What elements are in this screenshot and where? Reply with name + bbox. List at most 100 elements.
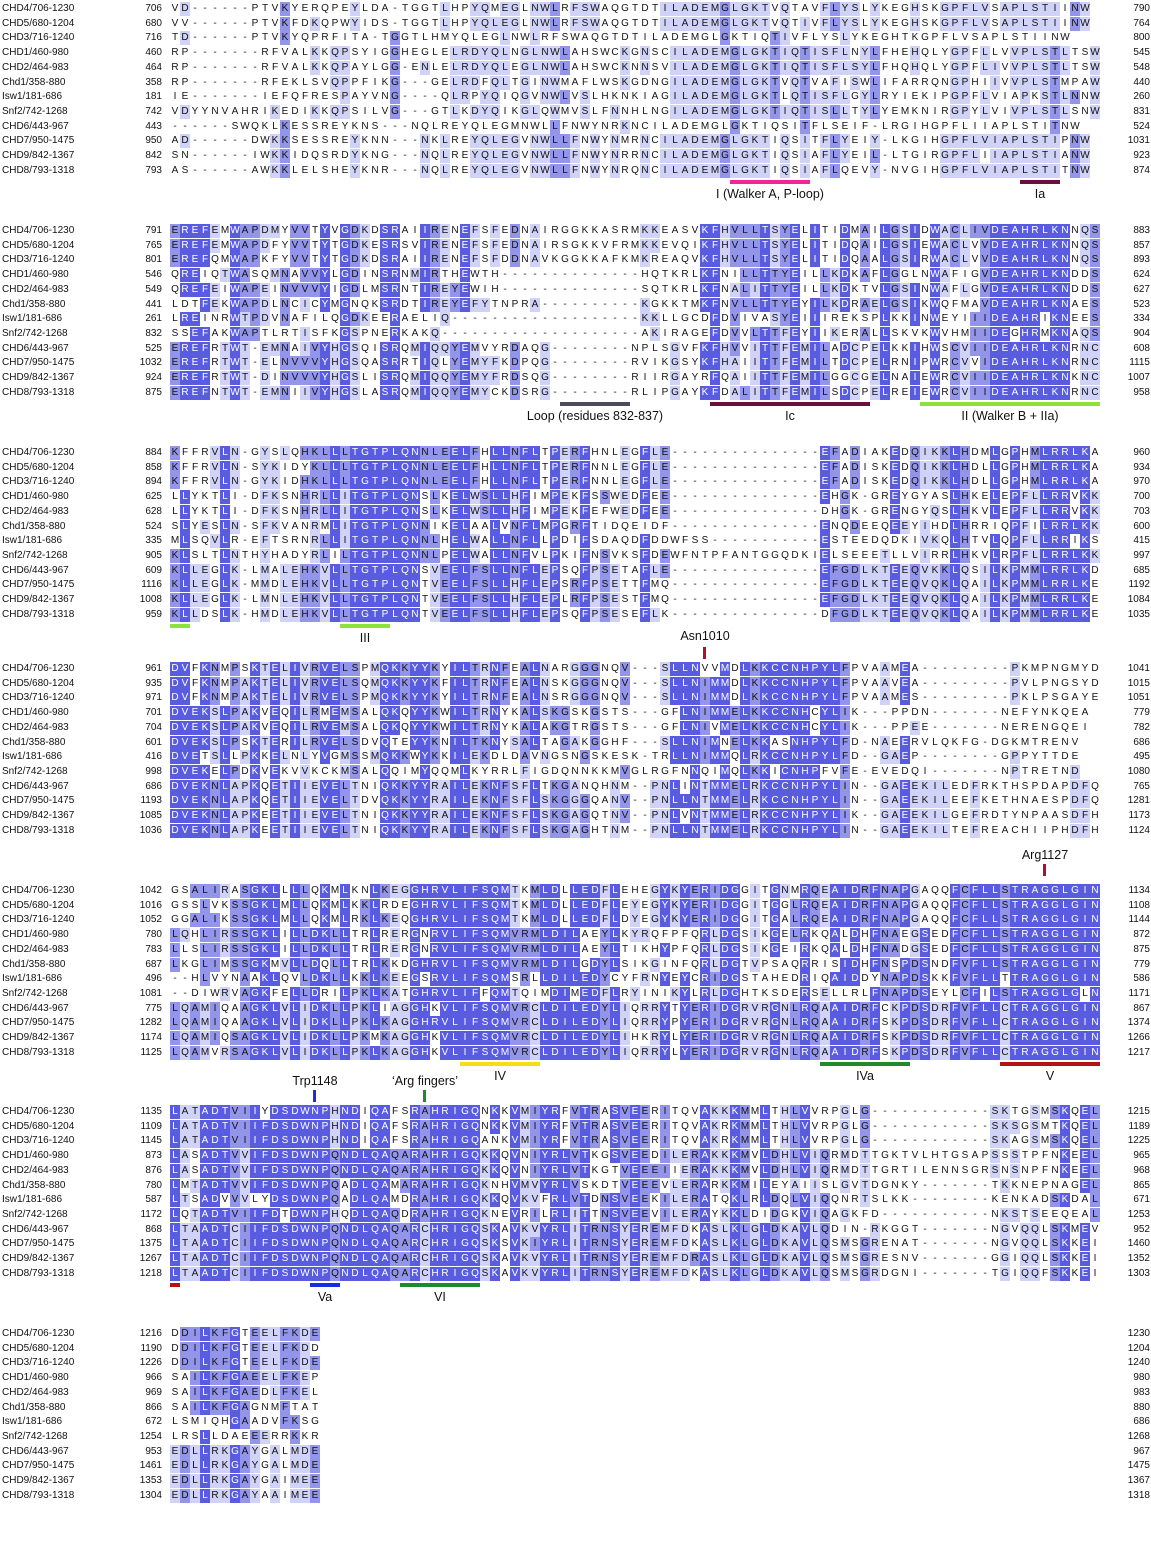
residue: K [1050, 239, 1060, 253]
residue: L [430, 461, 440, 475]
residue: G [340, 283, 350, 297]
residue: M [700, 120, 710, 134]
residue: H [1020, 446, 1030, 460]
residue: Y [320, 386, 330, 400]
residue: T [760, 268, 770, 282]
residue: N [540, 46, 550, 60]
residue: A [1010, 298, 1020, 312]
residue: P [1010, 2, 1020, 16]
residue: V [430, 608, 440, 622]
residue: E [820, 564, 830, 578]
residue: N [410, 120, 420, 134]
residue: I [900, 90, 910, 104]
residue: V [680, 342, 690, 356]
residue: F [470, 608, 480, 622]
residue: - [810, 475, 820, 489]
alignment-row: Chd1/358-880524SLYESLN-SFKVANRMLITGTPLQN… [0, 520, 1151, 534]
residue: A [530, 239, 540, 253]
residue: A [1010, 283, 1020, 297]
residue: H [300, 593, 310, 607]
residue: G [340, 356, 350, 370]
residue: D [700, 46, 710, 60]
residue: P [590, 593, 600, 607]
residue: S [170, 520, 180, 534]
end-position: 415 [1108, 534, 1150, 548]
residue: T [740, 31, 750, 45]
residue: L [740, 61, 750, 75]
residue: D [290, 475, 300, 489]
residue: L [390, 534, 400, 548]
residue: L [680, 61, 690, 75]
residue: L [220, 520, 230, 534]
residue: W [520, 31, 530, 45]
residue: T [880, 564, 890, 578]
residue: P [380, 475, 390, 489]
residue: P [550, 520, 560, 534]
residue: L [1040, 461, 1050, 475]
residue: D [620, 31, 630, 45]
residue: L [650, 608, 660, 622]
residue: L [830, 105, 840, 119]
residue: F [710, 371, 720, 385]
residue: D [510, 239, 520, 253]
residue: M [1020, 593, 1030, 607]
residue: - [720, 446, 730, 460]
residue: Q [360, 298, 370, 312]
residue: R [460, 46, 470, 60]
residue: - [690, 564, 700, 578]
residue: G [720, 149, 730, 163]
residue: - [240, 90, 250, 104]
residue: D [300, 149, 310, 163]
residue: Q [460, 31, 470, 45]
residue: W [470, 490, 480, 504]
residue: - [250, 46, 260, 60]
residue: G [620, 2, 630, 16]
residue: E [170, 371, 180, 385]
residue: P [960, 90, 970, 104]
residue: I [1030, 520, 1040, 534]
residue: V [290, 224, 300, 238]
residue: E [450, 120, 460, 134]
residue: V [300, 662, 310, 676]
residue: V [1010, 105, 1020, 119]
residue: S [480, 239, 490, 253]
residue: L [740, 105, 750, 119]
alignment-block: CHD4/706-1230791EREFEMWAPDMYVVTYVGDKDSRA… [0, 222, 1151, 442]
residue: - [530, 327, 540, 341]
residue: S [1030, 164, 1040, 178]
residue: K [260, 120, 270, 134]
residue: G [670, 386, 680, 400]
residue: Y [480, 371, 490, 385]
residue: F [190, 446, 200, 460]
residue: - [190, 90, 200, 104]
residue: M [1030, 608, 1040, 622]
residue: P [1010, 490, 1020, 504]
residue: S [380, 342, 390, 356]
residue: W [470, 268, 480, 282]
residue: T [350, 461, 360, 475]
residue: R [1030, 224, 1040, 238]
residue: S [660, 662, 670, 676]
residue: A [970, 578, 980, 592]
residue: F [260, 520, 270, 534]
residue: S [420, 564, 430, 578]
residue: Q [910, 564, 920, 578]
residue: I [300, 298, 310, 312]
residue: L [520, 2, 530, 16]
residue: T [1050, 120, 1060, 134]
residue: P [250, 298, 260, 312]
alignment-row: CHD7/950-14751032EREFRTWT-ELNVVVYHGSQASR… [0, 356, 1151, 370]
residue: E [890, 446, 900, 460]
residue: A [240, 298, 250, 312]
residue: L [220, 534, 230, 548]
residue: - [520, 312, 530, 326]
residue: W [240, 120, 250, 134]
residue: L [340, 564, 350, 578]
residue: F [710, 312, 720, 326]
residue: Y [470, 2, 480, 16]
residue: Y [860, 46, 870, 60]
sequence-name: CHD5/680-1204 [2, 17, 74, 31]
residue: I [1050, 2, 1060, 16]
residue: D [370, 2, 380, 16]
residue: S [480, 564, 490, 578]
